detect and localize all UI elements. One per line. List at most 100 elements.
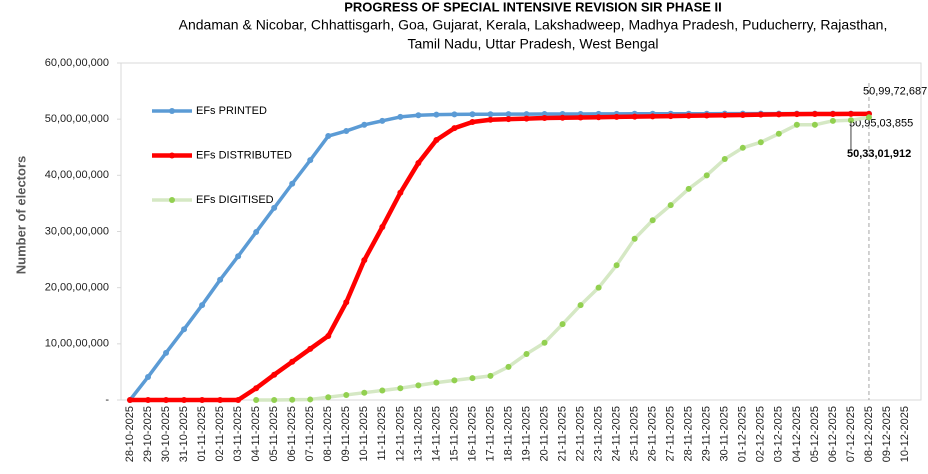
data-point xyxy=(667,113,674,120)
data-point xyxy=(541,339,548,346)
x-tick-label: 31-10-2025 xyxy=(178,406,190,462)
data-point xyxy=(289,396,296,403)
data-label: 50,33,01,912 xyxy=(847,148,911,160)
x-tick-label: 06-12-2025 xyxy=(827,406,839,462)
data-point xyxy=(451,125,458,132)
data-point xyxy=(739,144,746,151)
data-point xyxy=(217,397,224,403)
data-point xyxy=(325,133,332,140)
data-point xyxy=(559,114,566,121)
data-point xyxy=(793,111,800,118)
data-point xyxy=(775,130,782,137)
data-point xyxy=(865,114,872,121)
data-point xyxy=(847,110,854,117)
data-point xyxy=(541,115,548,122)
y-tick-label: 60,00,00,000 xyxy=(45,57,109,69)
data-point xyxy=(685,185,692,192)
data-point xyxy=(847,117,854,124)
data-point xyxy=(289,180,296,187)
y-tick-label: 20,00,00,000 xyxy=(45,282,109,294)
chart-subtitle: Andaman & Nicobar, Chhattisgarh, Goa, Gu… xyxy=(179,17,888,33)
data-point xyxy=(415,112,422,119)
legend-marker xyxy=(169,152,175,159)
legend-marker xyxy=(169,108,175,114)
data-point xyxy=(199,397,206,403)
y-tick-label: - xyxy=(105,394,109,406)
x-tick-label: 05-12-2025 xyxy=(809,406,821,462)
x-tick-label: 10-11-2025 xyxy=(358,406,370,461)
data-point xyxy=(469,111,476,118)
y-tick-label: 10,00,00,000 xyxy=(45,338,109,350)
x-tick-label: 28-10-2025 xyxy=(124,406,136,462)
x-tick-label: 20-11-2025 xyxy=(538,406,550,461)
data-point xyxy=(325,394,332,401)
x-tick-label: 09-11-2025 xyxy=(340,406,352,461)
data-point xyxy=(595,284,602,291)
x-tick-label: 10-12-2025 xyxy=(899,406,911,462)
x-tick-label: 15-11-2025 xyxy=(448,406,460,461)
x-tick-label: 27-11-2025 xyxy=(665,406,677,461)
data-point xyxy=(289,358,296,365)
data-point xyxy=(505,363,512,370)
data-point xyxy=(307,345,314,352)
x-tick-label: 24-11-2025 xyxy=(611,406,623,461)
y-tick-label: 40,00,00,000 xyxy=(45,169,109,181)
series-line xyxy=(256,115,870,402)
data-point xyxy=(235,253,242,260)
data-point xyxy=(577,114,584,121)
data-point xyxy=(127,397,133,403)
data-point xyxy=(451,377,458,384)
data-point xyxy=(145,397,152,403)
data-point xyxy=(523,350,530,357)
x-tick-label: 01-11-2025 xyxy=(196,406,208,461)
data-point xyxy=(487,116,494,123)
x-tick-label: 25-11-2025 xyxy=(629,406,641,461)
data-point xyxy=(577,302,584,309)
data-label: 50,99,72,687 xyxy=(863,85,927,97)
x-tick-label: 26-11-2025 xyxy=(647,406,659,461)
data-point xyxy=(703,172,710,179)
x-tick-label: 03-12-2025 xyxy=(773,406,785,462)
data-point xyxy=(523,111,530,118)
data-point xyxy=(181,397,188,403)
x-tick-label: 14-11-2025 xyxy=(430,406,442,461)
data-point xyxy=(325,332,332,339)
x-tick-label: 01-12-2025 xyxy=(737,406,749,462)
x-tick-label: 05-11-2025 xyxy=(268,406,280,461)
data-point xyxy=(397,385,404,392)
data-point xyxy=(235,397,242,403)
data-point xyxy=(361,257,368,264)
x-tick-label: 30-11-2025 xyxy=(719,406,731,461)
data-point xyxy=(721,156,728,163)
data-point xyxy=(379,387,386,394)
data-point xyxy=(829,117,836,124)
x-tick-label: 07-11-2025 xyxy=(304,406,316,461)
x-tick-label: 21-11-2025 xyxy=(556,406,568,461)
x-tick-label: 19-11-2025 xyxy=(520,406,532,461)
data-point xyxy=(379,117,386,124)
data-point xyxy=(613,262,620,269)
data-point xyxy=(343,299,350,306)
data-point xyxy=(199,302,206,309)
data-point xyxy=(307,157,314,164)
x-tick-label: 29-10-2025 xyxy=(142,406,154,462)
data-point xyxy=(433,136,440,143)
data-point xyxy=(181,326,188,333)
data-point xyxy=(793,121,800,128)
data-point xyxy=(775,111,782,118)
x-tick-label: 22-11-2025 xyxy=(574,406,586,461)
data-point xyxy=(559,321,566,328)
data-point xyxy=(397,113,404,120)
x-tick-label: 04-11-2025 xyxy=(250,406,262,461)
data-point xyxy=(253,397,260,403)
data-point xyxy=(253,229,260,236)
x-tick-label: 09-12-2025 xyxy=(881,406,893,462)
data-point xyxy=(397,189,404,196)
data-point xyxy=(649,217,656,224)
data-point xyxy=(253,385,260,392)
x-tick-label: 11-11-2025 xyxy=(376,406,388,461)
data-point xyxy=(757,111,764,118)
data-point xyxy=(595,114,602,121)
series-line xyxy=(130,111,869,403)
data-point xyxy=(469,118,476,125)
